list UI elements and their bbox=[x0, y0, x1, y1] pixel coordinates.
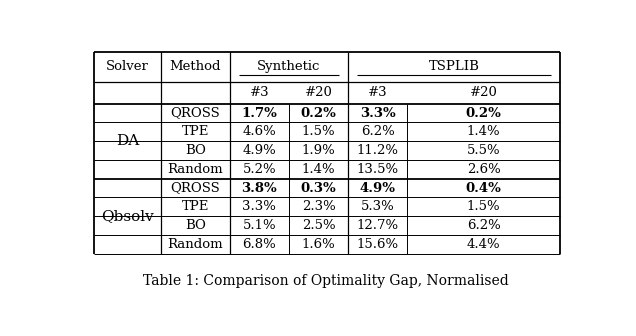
Text: QROSS: QROSS bbox=[170, 107, 220, 120]
Text: BO: BO bbox=[185, 144, 206, 157]
Text: #3: #3 bbox=[368, 86, 387, 99]
Text: 1.4%: 1.4% bbox=[467, 125, 501, 138]
Text: 3.3%: 3.3% bbox=[242, 200, 277, 213]
Text: 3.8%: 3.8% bbox=[242, 182, 277, 195]
Text: 2.6%: 2.6% bbox=[467, 163, 501, 176]
Text: #20: #20 bbox=[470, 86, 497, 99]
Text: 1.9%: 1.9% bbox=[301, 144, 335, 157]
Text: 4.9%: 4.9% bbox=[242, 144, 276, 157]
Text: 0.3%: 0.3% bbox=[301, 182, 336, 195]
Text: 12.7%: 12.7% bbox=[357, 219, 399, 232]
Text: 3.3%: 3.3% bbox=[360, 107, 396, 120]
Text: 1.5%: 1.5% bbox=[467, 200, 501, 213]
Text: Method: Method bbox=[170, 60, 221, 73]
Text: TPE: TPE bbox=[182, 200, 209, 213]
Text: 6.8%: 6.8% bbox=[242, 238, 276, 251]
Text: 1.6%: 1.6% bbox=[301, 238, 335, 251]
Text: Random: Random bbox=[167, 238, 223, 251]
Text: 1.7%: 1.7% bbox=[242, 107, 277, 120]
Text: 5.5%: 5.5% bbox=[467, 144, 501, 157]
Text: 11.2%: 11.2% bbox=[357, 144, 399, 157]
Text: 1.4%: 1.4% bbox=[301, 163, 335, 176]
Text: QROSS: QROSS bbox=[170, 182, 220, 195]
Text: DA: DA bbox=[116, 134, 139, 148]
Text: 6.2%: 6.2% bbox=[467, 219, 501, 232]
Text: 5.1%: 5.1% bbox=[242, 219, 276, 232]
Text: BO: BO bbox=[185, 219, 206, 232]
Text: 0.2%: 0.2% bbox=[301, 107, 336, 120]
Text: Random: Random bbox=[167, 163, 223, 176]
Text: 4.9%: 4.9% bbox=[360, 182, 396, 195]
Text: 5.3%: 5.3% bbox=[361, 200, 394, 213]
Text: TPE: TPE bbox=[182, 125, 209, 138]
Text: 15.6%: 15.6% bbox=[357, 238, 399, 251]
Text: 1.5%: 1.5% bbox=[301, 125, 335, 138]
Text: 0.2%: 0.2% bbox=[466, 107, 502, 120]
Text: Solver: Solver bbox=[106, 60, 149, 73]
Text: Table 1: Comparison of Optimality Gap, Normalised: Table 1: Comparison of Optimality Gap, N… bbox=[143, 274, 509, 288]
Text: 4.4%: 4.4% bbox=[467, 238, 501, 251]
Text: TSPLIB: TSPLIB bbox=[429, 60, 480, 73]
Text: 0.4%: 0.4% bbox=[466, 182, 502, 195]
Text: #3: #3 bbox=[249, 86, 269, 99]
Text: 2.3%: 2.3% bbox=[301, 200, 335, 213]
Text: 5.2%: 5.2% bbox=[242, 163, 276, 176]
Text: Synthetic: Synthetic bbox=[258, 60, 321, 73]
Text: 2.5%: 2.5% bbox=[301, 219, 335, 232]
Text: #20: #20 bbox=[305, 86, 333, 99]
Text: 4.6%: 4.6% bbox=[242, 125, 276, 138]
Text: 6.2%: 6.2% bbox=[361, 125, 394, 138]
Text: Qbsolv: Qbsolv bbox=[101, 209, 154, 223]
Text: 13.5%: 13.5% bbox=[357, 163, 399, 176]
